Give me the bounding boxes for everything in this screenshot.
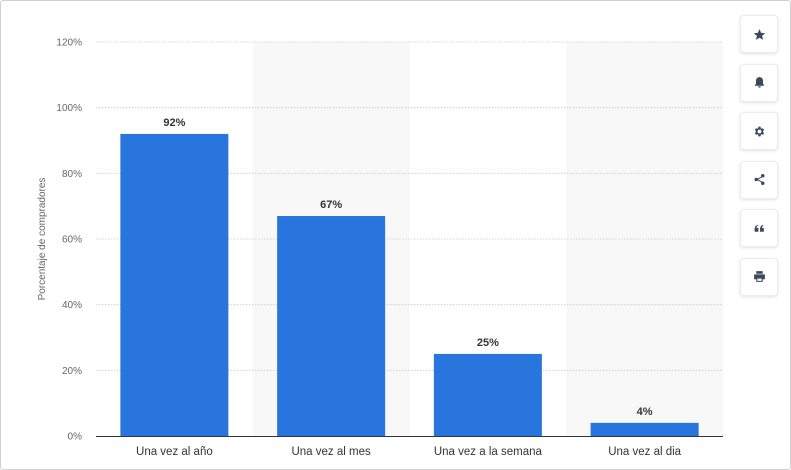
bar-chart: 0% 20% 40% 60% 80% 100% 120% 92% 67% 25% 4% Una v… xyxy=(37,38,723,458)
favorite-button[interactable] xyxy=(740,15,778,53)
y-tick-label: 60% xyxy=(62,235,82,246)
star-icon xyxy=(753,28,765,40)
share-icon xyxy=(754,173,764,186)
gear-icon xyxy=(754,126,764,136)
x-axis-categories: Una vez al año Una vez al mes Una vez a la… xyxy=(136,446,682,458)
y-tick-label: 40% xyxy=(62,300,82,311)
data-label: 25% xyxy=(477,337,499,349)
gridlines xyxy=(96,41,723,371)
data-label: 67% xyxy=(320,199,342,211)
bar[interactable] xyxy=(277,216,386,436)
x-category-label: Una vez al dia xyxy=(608,446,681,458)
y-axis-ticks: 0% 20% 40% 60% 80% 100% 120% xyxy=(56,38,82,443)
bar[interactable] xyxy=(433,353,542,436)
settings-button[interactable] xyxy=(740,112,778,150)
x-category-label: Una vez a la semana xyxy=(434,446,543,458)
bars xyxy=(120,133,699,436)
y-tick-label: 20% xyxy=(62,366,82,377)
y-tick-label: 100% xyxy=(56,103,82,114)
x-category-label: Una vez al año xyxy=(136,446,213,458)
data-label: 92% xyxy=(163,117,185,129)
bell-icon xyxy=(754,77,764,88)
bar[interactable] xyxy=(120,133,229,436)
print-icon xyxy=(753,271,765,282)
data-label: 4% xyxy=(637,406,653,418)
notifications-button[interactable] xyxy=(740,63,778,102)
cite-button[interactable] xyxy=(740,209,778,247)
y-tick-label: 0% xyxy=(68,432,83,443)
data-labels: 92% 67% 25% 4% xyxy=(163,117,652,418)
y-tick-label: 120% xyxy=(56,38,82,49)
chart-toolbar xyxy=(740,15,778,306)
y-tick-label: 80% xyxy=(62,169,82,180)
quote-icon xyxy=(754,224,764,232)
y-axis-title: Porcentaje de compradores xyxy=(37,178,48,301)
share-button[interactable] xyxy=(740,160,778,199)
print-button[interactable] xyxy=(740,257,778,296)
x-category-label: Una vez al mes xyxy=(291,446,371,458)
bar[interactable] xyxy=(590,422,699,436)
